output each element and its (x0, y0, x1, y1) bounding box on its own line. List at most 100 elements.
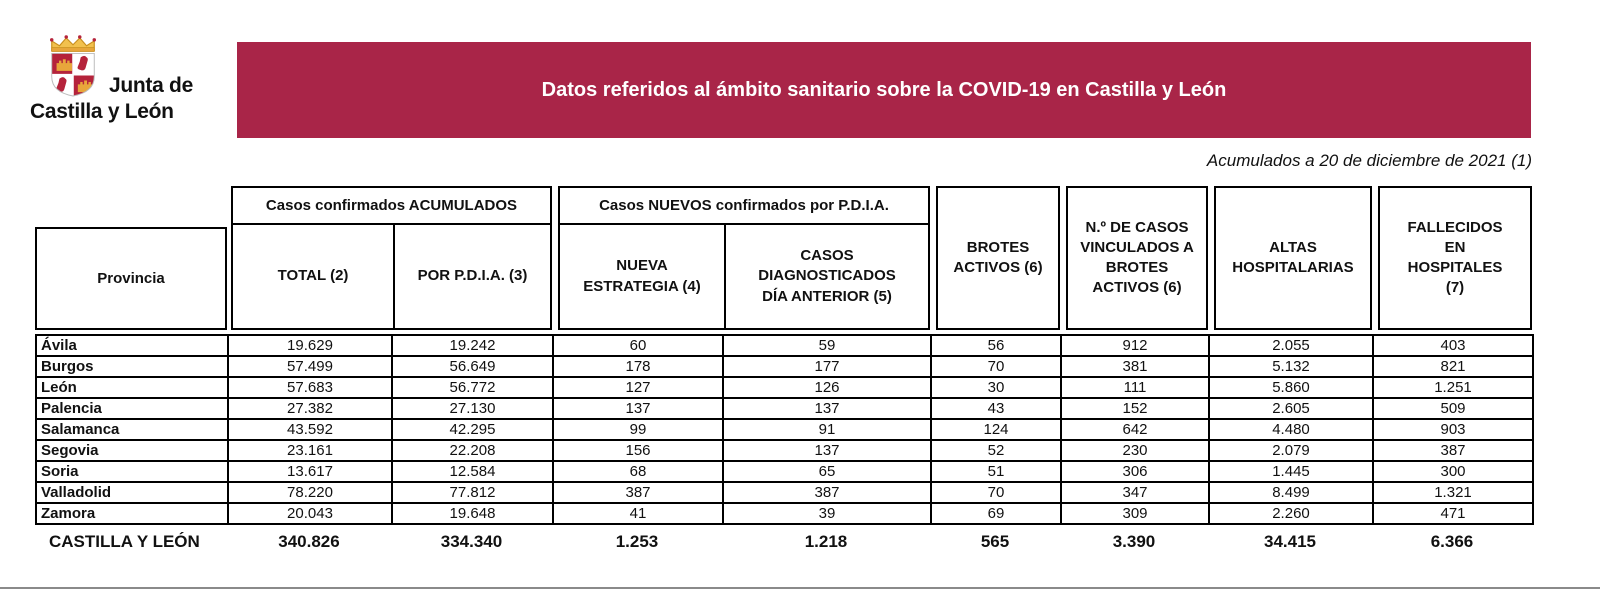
value-cell: 52 (930, 439, 1062, 462)
value-cell: 19.629 (227, 334, 393, 357)
table-body: Ávila 19.629 19.242 60 59 56 912 2.055 4… (35, 334, 1534, 525)
province-cell: Segovia (35, 439, 229, 462)
total-value: 565 (980, 532, 1010, 551)
value-cell: 70 (930, 481, 1062, 504)
value-cell: 509 (1372, 397, 1534, 420)
value-cell: 127 (552, 376, 724, 399)
value-cell: 13.617 (227, 460, 393, 483)
value-cell: 126 (722, 376, 932, 399)
province-cell: Soria (35, 460, 229, 483)
value-cell: 2.055 (1208, 334, 1374, 357)
header-diagnosticados: CASOS DIAGNOSTICADOS DÍA ANTERIOR (5) (724, 225, 928, 328)
group-label-acumulados: Casos confirmados ACUMULADOS (233, 188, 550, 225)
value-cell: 43 (930, 397, 1062, 420)
value-cell: 152 (1060, 397, 1210, 420)
table-row: León 57.683 56.772 127 126 30 111 5.860 … (35, 376, 1534, 399)
value-cell: 306 (1060, 460, 1210, 483)
province-cell: Valladolid (35, 481, 229, 504)
table-row: Soria 13.617 12.584 68 65 51 306 1.445 3… (35, 460, 1534, 483)
value-cell: 78.220 (227, 481, 393, 504)
value-cell: 471 (1372, 502, 1534, 525)
value-cell: 642 (1060, 418, 1210, 441)
total-value: 34.415 (1264, 532, 1316, 551)
value-cell: 4.480 (1208, 418, 1374, 441)
province-cell: Salamanca (35, 418, 229, 441)
total-value: 340.826 (278, 532, 340, 551)
junta-crest-icon (49, 35, 97, 97)
value-cell: 19.242 (391, 334, 554, 357)
value-cell: 20.043 (227, 502, 393, 525)
header-altas-hospitalarias: ALTAS HOSPITALARIAS (1214, 186, 1372, 330)
group-label-nuevos: Casos NUEVOS confirmados por P.D.I.A. (560, 188, 928, 225)
value-cell: 60 (552, 334, 724, 357)
total-label: CASTILLA Y LEÓN (49, 532, 200, 551)
value-cell: 381 (1060, 355, 1210, 378)
value-cell: 403 (1372, 334, 1534, 357)
value-cell: 51 (930, 460, 1062, 483)
province-cell: Zamora (35, 502, 229, 525)
header-group-acumulados: Casos confirmados ACUMULADOS TOTAL (2) P… (231, 186, 552, 330)
header-brotes-activos: BROTES ACTIVOS (6) (936, 186, 1060, 330)
value-cell: 39 (722, 502, 932, 525)
table-row: Palencia 27.382 27.130 137 137 43 152 2.… (35, 397, 1534, 420)
value-cell: 65 (722, 460, 932, 483)
province-cell: León (35, 376, 229, 399)
value-cell: 91 (722, 418, 932, 441)
value-cell: 70 (930, 355, 1062, 378)
value-cell: 99 (552, 418, 724, 441)
value-cell: 23.161 (227, 439, 393, 462)
value-cell: 57.499 (227, 355, 393, 378)
header-nueva-estrategia: NUEVA ESTRATEGIA (4) (583, 257, 701, 295)
value-cell: 387 (552, 481, 724, 504)
value-cell: 5.132 (1208, 355, 1374, 378)
value-cell: 387 (722, 481, 932, 504)
value-cell: 309 (1060, 502, 1210, 525)
value-cell: 43.592 (227, 418, 393, 441)
total-value: 1.218 (804, 532, 848, 551)
header-group-nuevos: Casos NUEVOS confirmados por P.D.I.A. NU… (558, 186, 930, 330)
value-cell: 22.208 (391, 439, 554, 462)
total-value: 3.390 (1112, 532, 1156, 551)
value-cell: 903 (1372, 418, 1534, 441)
value-cell: 42.295 (391, 418, 554, 441)
value-cell: 19.648 (391, 502, 554, 525)
value-cell: 59 (722, 334, 932, 357)
table-row: Valladolid 78.220 77.812 387 387 70 347 … (35, 481, 1534, 504)
value-cell: 2.605 (1208, 397, 1374, 420)
value-cell: 912 (1060, 334, 1210, 357)
header-total: TOTAL (2) (277, 267, 349, 285)
value-cell: 12.584 (391, 460, 554, 483)
province-cell: Burgos (35, 355, 229, 378)
value-cell: 1.321 (1372, 481, 1534, 504)
value-cell: 178 (552, 355, 724, 378)
value-cell: 56.772 (391, 376, 554, 399)
table-row: Burgos 57.499 56.649 178 177 70 381 5.13… (35, 355, 1534, 378)
header-casos-vinculados: N.º DE CASOS VINCULADOS A BROTES ACTIVOS… (1066, 186, 1208, 330)
value-cell: 69 (930, 502, 1062, 525)
value-cell: 821 (1372, 355, 1534, 378)
value-cell: 1.251 (1372, 376, 1534, 399)
date-subtitle: Acumulados a 20 de diciembre de 2021 (1) (1206, 151, 1532, 170)
total-value: 1.253 (615, 532, 659, 551)
value-cell: 57.683 (227, 376, 393, 399)
value-cell: 2.079 (1208, 439, 1374, 462)
value-cell: 124 (930, 418, 1062, 441)
junta-logo: Junta de Castilla y León (30, 34, 250, 124)
value-cell: 387 (1372, 439, 1534, 462)
value-cell: 8.499 (1208, 481, 1374, 504)
table-row: Ávila 19.629 19.242 60 59 56 912 2.055 4… (35, 334, 1534, 357)
value-cell: 137 (552, 397, 724, 420)
page-bottom-rule (0, 587, 1600, 589)
value-cell: 300 (1372, 460, 1534, 483)
value-cell: 230 (1060, 439, 1210, 462)
value-cell: 1.445 (1208, 460, 1374, 483)
header-por-pdia: POR P.D.I.A. (3) (393, 225, 550, 328)
value-cell: 111 (1060, 376, 1210, 399)
value-cell: 68 (552, 460, 724, 483)
header-fallecidos: FALLECIDOS EN HOSPITALES (7) (1378, 186, 1532, 330)
province-cell: Ávila (35, 334, 229, 357)
title-banner: Datos referidos al ámbito sanitario sobr… (237, 42, 1531, 138)
value-cell: 27.382 (227, 397, 393, 420)
header-provincia: Provincia (35, 227, 227, 330)
